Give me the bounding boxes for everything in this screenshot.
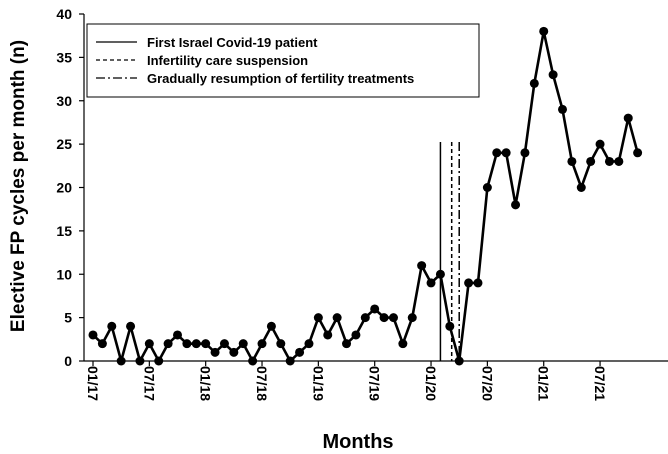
x-axis-ticks: 01/17 07/17 01/18 07/18 01/19 07/19 01/20 07/20… xyxy=(85,361,608,401)
data-point xyxy=(567,156,577,166)
data-point xyxy=(229,347,239,357)
data-point xyxy=(248,356,258,366)
data-point xyxy=(276,339,286,349)
data-point xyxy=(313,313,323,323)
data-point xyxy=(407,313,417,323)
data-point xyxy=(623,113,633,123)
y-axis-ticks: 0 5 10 15 20 25 30 35 40 xyxy=(56,6,84,369)
data-point xyxy=(191,339,201,349)
x-tick-label: 07/18 xyxy=(254,366,270,401)
data-point xyxy=(238,339,248,349)
data-point xyxy=(173,330,183,340)
x-tick-label: 01/19 xyxy=(310,366,326,401)
x-tick-label: 01/18 xyxy=(198,366,214,401)
y-tick-label: 0 xyxy=(64,353,72,369)
data-point xyxy=(388,313,398,323)
data-point xyxy=(576,183,586,192)
y-tick-label: 40 xyxy=(56,6,72,22)
y-tick-label: 30 xyxy=(56,93,72,109)
data-point xyxy=(417,261,427,271)
data-point xyxy=(201,339,211,349)
x-tick-label: 07/21 xyxy=(592,366,608,401)
data-point xyxy=(116,356,126,366)
x-tick-label: 07/19 xyxy=(367,366,383,401)
data-point xyxy=(210,347,220,357)
data-point xyxy=(219,339,229,349)
y-tick-label: 10 xyxy=(56,266,72,282)
data-point xyxy=(88,330,98,340)
data-point xyxy=(445,321,455,331)
data-point xyxy=(604,156,614,166)
data-point xyxy=(342,339,352,349)
data-point xyxy=(501,148,511,158)
data-point xyxy=(351,330,361,340)
y-tick-label: 20 xyxy=(56,180,72,196)
data-point xyxy=(520,148,530,158)
data-point xyxy=(323,330,333,340)
data-point xyxy=(454,356,464,366)
data-point xyxy=(182,339,192,349)
data-point xyxy=(633,148,643,158)
data-point xyxy=(511,200,521,210)
x-axis-title: Months xyxy=(322,431,393,453)
y-tick-label: 35 xyxy=(56,49,72,65)
x-tick-label: 01/21 xyxy=(536,366,552,401)
data-point xyxy=(360,313,370,323)
x-tick-label: 07/17 xyxy=(141,366,157,401)
data-point xyxy=(426,278,436,288)
data-point xyxy=(370,304,380,314)
data-point xyxy=(304,339,314,349)
y-axis-title: Elective FP cycles per month (n) xyxy=(8,40,29,332)
series-layer xyxy=(88,26,643,366)
data-point xyxy=(464,278,474,288)
data-point xyxy=(614,156,624,166)
data-point xyxy=(154,356,164,366)
data-point xyxy=(586,156,596,166)
data-point xyxy=(539,26,549,36)
data-point xyxy=(595,139,605,149)
data-point xyxy=(135,356,145,366)
data-point xyxy=(107,321,117,331)
data-point xyxy=(398,339,408,349)
data-point xyxy=(529,78,539,88)
data-point xyxy=(492,148,502,158)
data-point xyxy=(558,104,567,114)
legend-box xyxy=(86,23,480,98)
legend-label: Infertility care suspension xyxy=(147,53,308,68)
data-point xyxy=(482,183,492,192)
data-point xyxy=(266,321,276,331)
data-point xyxy=(548,70,558,80)
y-tick-label: 15 xyxy=(56,223,72,239)
data-point xyxy=(163,339,173,349)
data-point xyxy=(379,313,389,323)
data-point xyxy=(257,339,267,349)
data-point xyxy=(285,356,295,366)
x-tick-label: 07/20 xyxy=(479,366,495,401)
x-tick-label: 01/20 xyxy=(423,366,439,401)
data-point xyxy=(332,313,342,323)
data-point xyxy=(144,339,154,349)
x-tick-label: 01/17 xyxy=(85,366,101,401)
y-tick-label: 25 xyxy=(56,136,72,152)
y-tick-label: 5 xyxy=(64,310,72,326)
data-point xyxy=(473,278,483,288)
data-point xyxy=(435,269,445,279)
legend-label: Gradually resumption of fertility treatm… xyxy=(147,71,414,86)
data-point xyxy=(97,339,107,349)
legend: First Israel Covid-19 patient Infertility… xyxy=(86,23,480,98)
legend-label: First Israel Covid-19 patient xyxy=(147,35,318,50)
data-point xyxy=(126,321,136,331)
data-point xyxy=(295,347,305,357)
